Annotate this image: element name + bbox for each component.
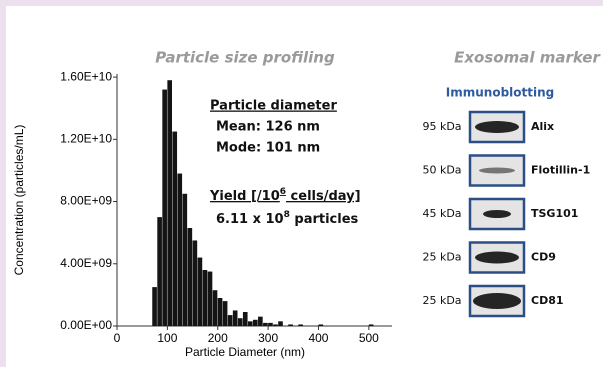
blot-marker: CD9 bbox=[531, 251, 556, 264]
bar bbox=[228, 315, 233, 326]
x-axis-label: Particle Diameter (nm) bbox=[185, 345, 305, 359]
blot-subtitle: Immunoblotting bbox=[446, 86, 554, 100]
blot-band bbox=[479, 168, 515, 174]
bar bbox=[263, 323, 268, 326]
bar bbox=[238, 318, 243, 326]
bar bbox=[198, 258, 203, 326]
y-tick-label: 1.60E+10 bbox=[60, 69, 112, 83]
annotation: Mean: 126 nm bbox=[216, 120, 320, 135]
bar bbox=[253, 320, 258, 326]
bar bbox=[157, 217, 162, 326]
bar bbox=[273, 324, 278, 326]
bar bbox=[223, 301, 228, 326]
bar bbox=[258, 317, 263, 326]
annotation-part: 6.11 x 10 bbox=[216, 212, 284, 227]
x-tick-label: 300 bbox=[258, 331, 278, 345]
y-axis-label: Concentration (particles/mL) bbox=[12, 125, 26, 276]
bar bbox=[193, 240, 198, 326]
annotation: Yield [/106 cells/day] bbox=[209, 187, 361, 204]
y-tick-label: 4.00E+09 bbox=[60, 256, 112, 270]
bar bbox=[177, 174, 182, 326]
annotation-part: particles bbox=[290, 212, 359, 227]
bar bbox=[268, 323, 273, 326]
bar bbox=[248, 321, 253, 326]
bar bbox=[182, 194, 187, 326]
blot-band bbox=[473, 293, 521, 309]
blot-marker: TSG101 bbox=[531, 207, 578, 220]
bar bbox=[233, 310, 238, 326]
blot-size: 45 kDa bbox=[422, 207, 461, 220]
annotation-part: cells/day] bbox=[286, 189, 361, 204]
y-tick-label: 1.20E+10 bbox=[60, 132, 112, 146]
annotation: 6.11 x 108 particles bbox=[216, 210, 359, 227]
x-tick-label: 100 bbox=[157, 331, 177, 345]
blot-marker: Alix bbox=[531, 120, 554, 133]
y-tick-label: 8.00E+09 bbox=[60, 194, 112, 208]
annotation: Particle diameter bbox=[210, 99, 337, 114]
bar bbox=[162, 90, 167, 326]
x-tick-label: 400 bbox=[308, 331, 328, 345]
blot-size: 25 kDa bbox=[422, 294, 461, 307]
annotation-part: Yield [/10 bbox=[209, 189, 280, 204]
bar bbox=[167, 80, 172, 326]
bar bbox=[203, 270, 208, 326]
blot-band bbox=[483, 210, 511, 218]
bar bbox=[172, 132, 177, 326]
bar bbox=[288, 324, 293, 326]
x-tick-label: 200 bbox=[208, 331, 228, 345]
bar bbox=[188, 228, 193, 326]
bar bbox=[369, 324, 374, 326]
bar bbox=[213, 290, 218, 326]
bar bbox=[218, 298, 223, 326]
x-tick-label: 0 bbox=[114, 331, 121, 345]
bar bbox=[318, 324, 323, 326]
blot-size: 50 kDa bbox=[422, 164, 461, 177]
blot-band bbox=[475, 252, 519, 264]
annotation: Mode: 101 nm bbox=[216, 141, 320, 156]
x-tick-label: 500 bbox=[359, 331, 379, 345]
blot-band bbox=[475, 121, 519, 133]
chart: Particle size profiling Particle Diamete… bbox=[6, 6, 603, 367]
bar bbox=[298, 324, 303, 326]
chart-title: Particle size profiling bbox=[155, 49, 335, 67]
bar bbox=[278, 321, 283, 326]
bar bbox=[152, 287, 157, 326]
blot-marker: CD81 bbox=[531, 294, 564, 307]
figure: Particle size profiling Particle Diamete… bbox=[0, 0, 603, 367]
blot-marker: Flotillin-1 bbox=[531, 164, 590, 177]
y-tick-label: 0.00E+00 bbox=[60, 318, 112, 332]
blot-title: Exosomal marker bbox=[454, 49, 601, 67]
bar bbox=[208, 272, 213, 326]
bar bbox=[243, 312, 248, 326]
blot-size: 95 kDa bbox=[422, 120, 461, 133]
blot-size: 25 kDa bbox=[422, 251, 461, 264]
